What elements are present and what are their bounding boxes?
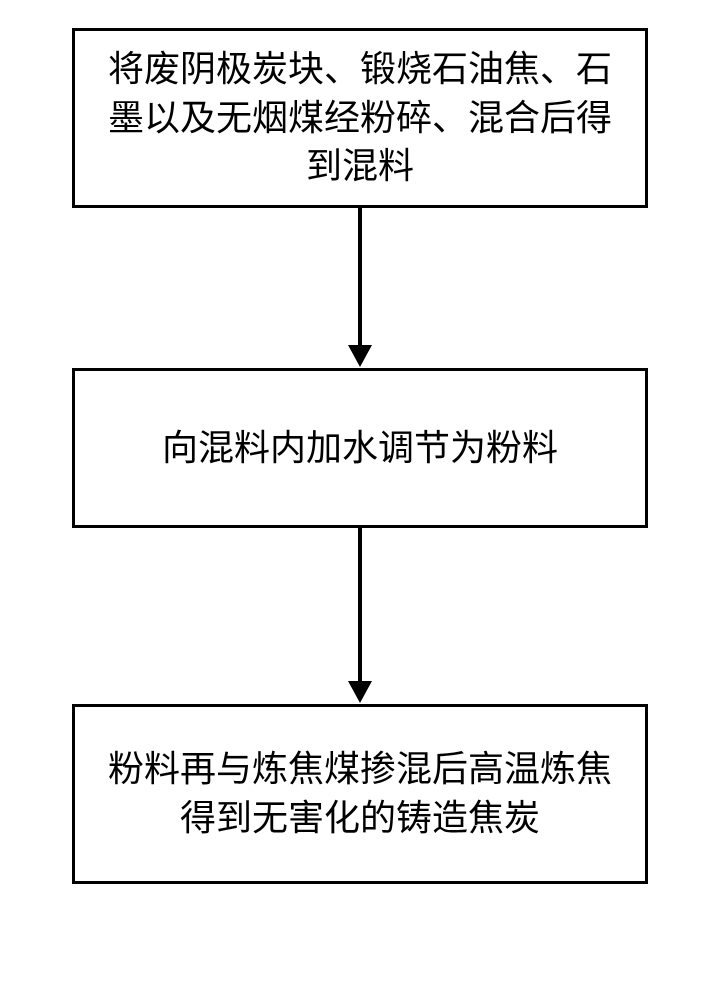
flow-step-2: 向混料内加水调节为粉料 [72, 368, 648, 528]
flow-arrow-2 [348, 528, 372, 703]
flow-step-3: 粉料再与炼焦煤掺混后高温炼焦得到无害化的铸造焦炭 [72, 704, 648, 884]
flow-step-1-text: 将废阴极炭块、锻烧石油焦、石墨以及无烟煤经粉碎、混合后得到混料 [95, 45, 625, 191]
flow-step-3-text: 粉料再与炼焦煤掺混后高温炼焦得到无害化的铸造焦炭 [95, 745, 625, 842]
arrow-line [358, 208, 362, 346]
arrow-line [358, 528, 362, 682]
arrow-head-icon [348, 681, 372, 703]
flow-step-1: 将废阴极炭块、锻烧石油焦、石墨以及无烟煤经粉碎、混合后得到混料 [72, 28, 648, 208]
flow-arrow-1 [348, 208, 372, 367]
arrow-head-icon [348, 345, 372, 367]
flow-step-2-text: 向混料内加水调节为粉料 [162, 424, 558, 473]
